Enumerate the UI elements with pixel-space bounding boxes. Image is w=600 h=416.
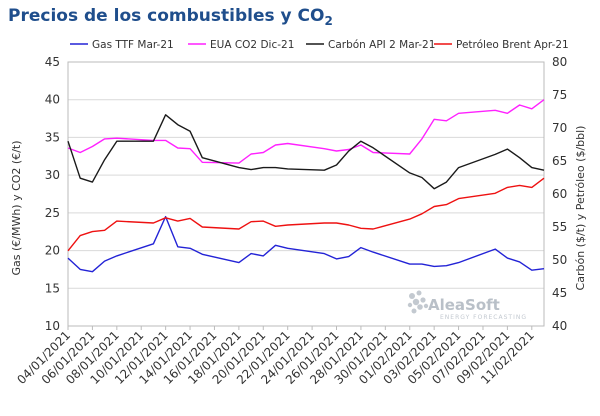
legend-label: Gas TTF Mar-21 xyxy=(92,39,174,51)
y-right-tick-label: 50 xyxy=(552,253,567,267)
chart-title-main: Precios de los combustibles y CO xyxy=(8,6,324,26)
y-left-tick-label: 45 xyxy=(45,55,60,69)
legend-label: Petróleo Brent Apr-21 xyxy=(456,39,569,51)
series-line-4 xyxy=(67,177,545,252)
y-right-tick-label: 80 xyxy=(552,55,567,69)
y-right-tick-label: 75 xyxy=(552,88,567,102)
chart-title-subscript: 2 xyxy=(324,14,332,28)
y-left-tick-label: 25 xyxy=(45,206,60,220)
aleasoft-logo-icon xyxy=(407,290,429,314)
y-right-tick-label: 45 xyxy=(552,286,567,300)
chart-title: Precios de los combustibles y CO2 xyxy=(8,6,333,28)
y-axis-left-label: Gas (€/MWh) y CO2 (€/t) xyxy=(10,140,23,275)
y-axis-right: 40 45 50 55 60 65 70 75 80 xyxy=(552,55,567,333)
series-layer xyxy=(67,99,545,273)
y-right-tick-label: 70 xyxy=(552,121,567,135)
y-left-tick-label: 35 xyxy=(45,130,60,144)
y-left-tick-label: 10 xyxy=(45,319,60,333)
watermark: AleaSoft ENERGY FORECASTING xyxy=(407,290,527,321)
legend-label: Carbón API 2 Mar-21 xyxy=(328,39,435,51)
y-left-tick-label: 30 xyxy=(45,168,60,182)
y-right-tick-label: 65 xyxy=(552,154,567,168)
plot-frame xyxy=(67,61,545,327)
y-left-tick-label: 20 xyxy=(45,244,60,258)
x-axis: 04/01/202106/01/202108/01/202110/01/2021… xyxy=(14,326,537,387)
y-right-tick-label: 60 xyxy=(552,187,567,201)
y-left-tick-label: 15 xyxy=(45,281,60,295)
y-axis-left: 10 15 20 25 30 35 40 45 xyxy=(45,55,60,333)
series-line-3 xyxy=(67,114,545,190)
watermark-tagline: ENERGY FORECASTING xyxy=(440,314,527,321)
y-right-tick-label: 40 xyxy=(552,319,567,333)
series-line-2 xyxy=(67,99,545,164)
y-right-tick-label: 55 xyxy=(552,220,567,234)
series-line-1 xyxy=(67,215,545,273)
watermark-brand: AleaSoft xyxy=(428,296,500,314)
y-axis-right-label: Carbón ($/t) y Petróleo ($/bbl) xyxy=(574,126,587,291)
chart-legend: Gas TTF Mar-21 EUA CO2 Dic-21 Carbón API 2… xyxy=(70,39,569,51)
chart-grid xyxy=(68,61,544,327)
legend-label: EUA CO2 Dic-21 xyxy=(210,39,294,51)
y-left-tick-label: 40 xyxy=(45,93,60,107)
